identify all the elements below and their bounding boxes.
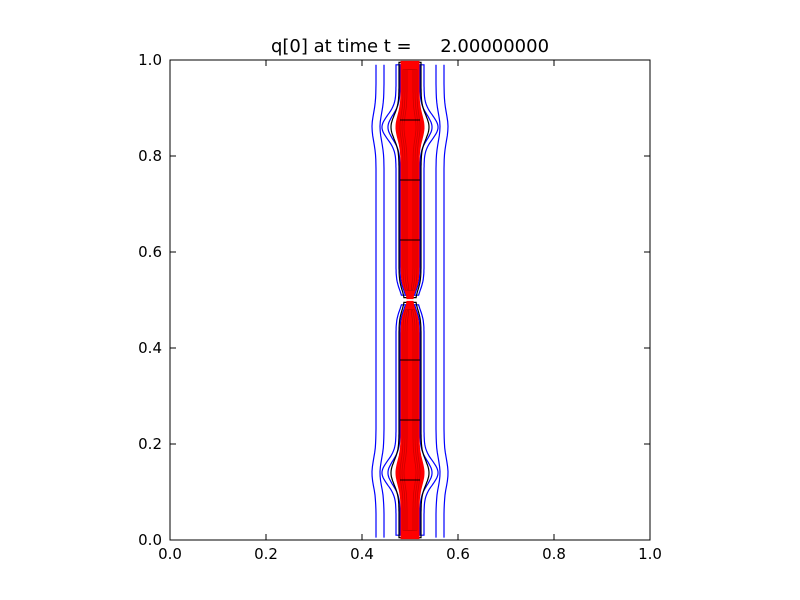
y-tick-label: 0.6: [138, 243, 162, 261]
axes-frame: [169, 59, 651, 541]
y-tick-label: 0.0: [138, 531, 162, 549]
x-tick-label: 0.2: [254, 545, 278, 563]
x-tick-label: 0.8: [542, 545, 566, 563]
x-tick-label: 1.0: [638, 545, 662, 563]
blue-contour-loop: [387, 304, 433, 536]
red-contour-line: [403, 69, 417, 291]
red-contour-line: [403, 309, 417, 531]
blue-contour-loop: [381, 304, 439, 536]
y-tick-label: 1.0: [138, 51, 162, 69]
y-tick-label: 0.4: [138, 339, 162, 357]
red-contour-line: [399, 309, 421, 531]
y-axis: 0.0 0.2 0.4 0.6 0.8 1.0: [138, 51, 650, 549]
red-contour-line: [401, 69, 419, 291]
black-contour-loop: [390, 61, 430, 299]
blue-contour-line: [379, 64, 385, 538]
y-tick-label: 0.8: [138, 147, 162, 165]
blue-contour-line: [443, 64, 449, 538]
blue-contour-line: [371, 64, 377, 538]
x-tick-label: 0.6: [446, 545, 470, 563]
contour-set: [371, 60, 449, 540]
y-tick-label: 0.2: [138, 435, 162, 453]
chart-title: q[0] at time t = 2.00000000: [271, 36, 549, 57]
x-axis: 0.0 0.2 0.4 0.6 0.8 1.0: [158, 60, 662, 563]
blue-contour-line: [435, 64, 441, 538]
black-contour-loop: [390, 301, 430, 539]
x-tick-label: 0.0: [158, 545, 182, 563]
plot-area: 0.0 0.2 0.4 0.6 0.8 1.0 0.0 0.2 0.4 0.6 0.8 1.0: [138, 51, 662, 563]
red-contour-line: [399, 69, 421, 291]
blue-contour-loop: [381, 64, 439, 296]
x-tick-label: 0.4: [350, 545, 374, 563]
red-contour-line: [401, 309, 419, 531]
blue-contour-loop: [387, 64, 433, 296]
